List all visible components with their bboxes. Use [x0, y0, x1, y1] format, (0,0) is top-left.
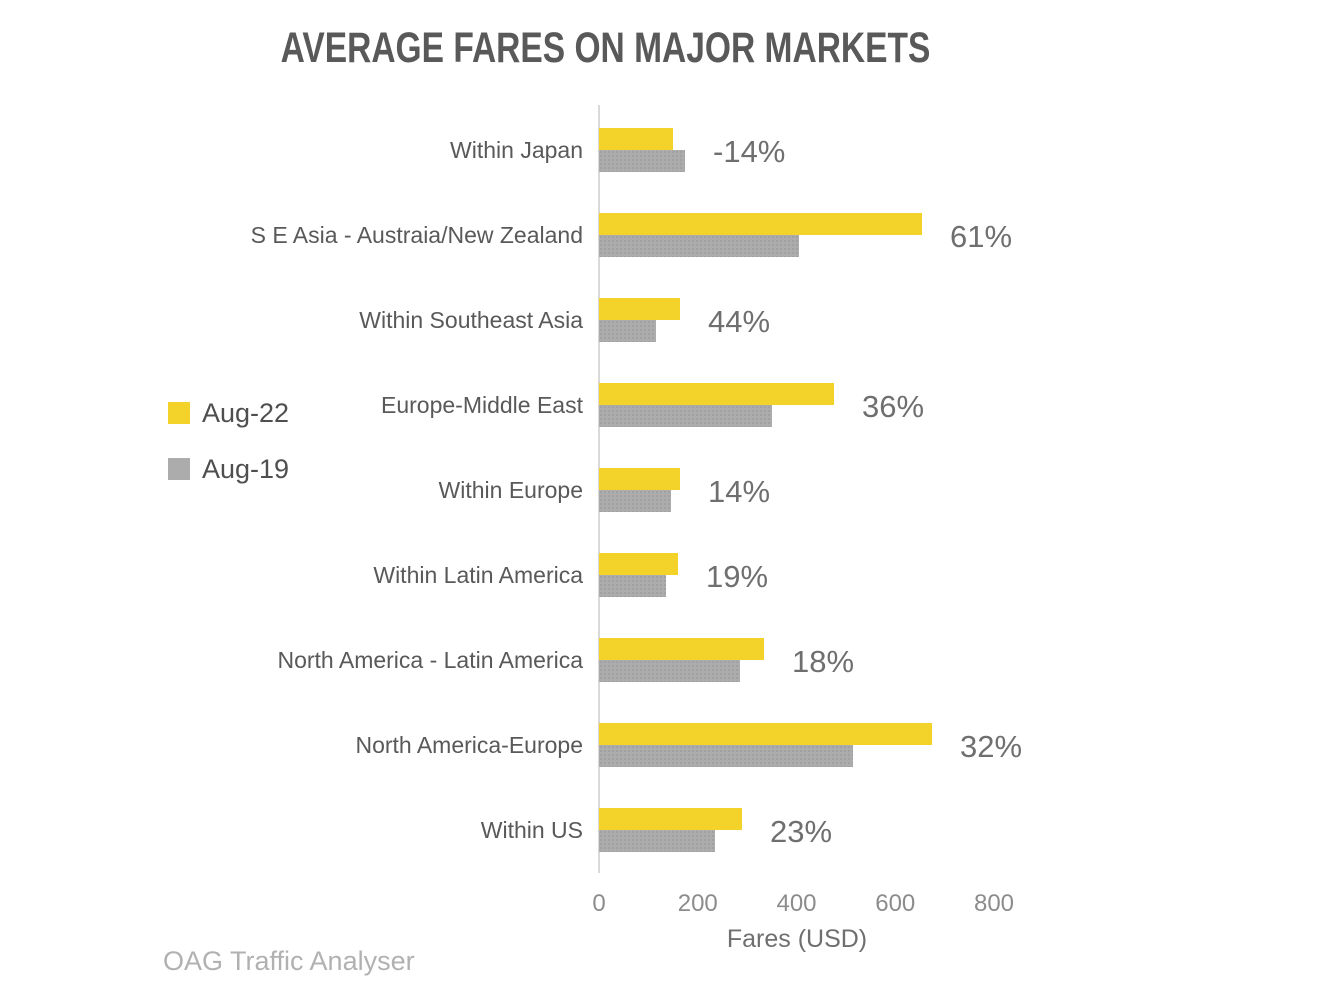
category-label-within-southeast-asia: Within Southeast Asia — [359, 307, 583, 333]
bar-aug19-within-southeast-asia — [599, 320, 656, 342]
category-label-within-japan: Within Japan — [450, 137, 583, 163]
x-axis-title: Fares (USD) — [726, 925, 868, 953]
bar-aug22-within-europe — [599, 468, 680, 490]
bar-aug22-within-latin-america — [599, 553, 678, 575]
category-label-europe-middle-east: Europe-Middle East — [381, 392, 583, 418]
x-tick-200: 200 — [677, 890, 718, 917]
bar-aug19-north-america-europe — [599, 745, 853, 767]
x-tick-0: 0 — [592, 890, 606, 917]
category-label-within-europe: Within Europe — [438, 477, 583, 503]
x-tick-400: 400 — [776, 890, 817, 917]
bar-aug19-within-latin-america — [599, 575, 666, 597]
category-label-north-america-latin-america: North America - Latin America — [277, 647, 583, 673]
bar-aug19-s-e-asia-austraia-new-zealand — [599, 235, 799, 257]
x-tick-800: 800 — [973, 890, 1015, 917]
pct-change-label-within-latin-america: 19% — [706, 559, 769, 594]
category-label-within-latin-america: Within Latin America — [373, 562, 583, 588]
bar-aug19-within-europe — [599, 490, 671, 512]
x-tick-600: 600 — [875, 890, 916, 917]
pct-change-label-within-japan: -14% — [713, 134, 786, 169]
bar-aug22-within-us — [599, 808, 742, 830]
legend-swatch-aug19-icon — [168, 458, 190, 480]
bar-aug22-europe-middle-east — [599, 383, 834, 405]
bar-aug19-north-america-latin-america — [599, 660, 740, 682]
bar-aug22-within-southeast-asia — [599, 298, 680, 320]
bar-aug19-europe-middle-east — [599, 405, 772, 427]
legend-item-aug22: Aug-22 — [168, 397, 290, 428]
pct-change-label-s-e-asia-austraia-new-zealand: 61% — [950, 219, 1013, 254]
category-label-north-america-europe: North America-Europe — [355, 732, 583, 758]
pct-change-label-within-europe: 14% — [708, 474, 771, 509]
pct-change-label-within-southeast-asia: 44% — [708, 304, 771, 339]
pct-change-label-within-us: 23% — [770, 814, 833, 849]
category-label-s-e-asia-austraia-new-zealand: S E Asia - Austraia/New Zealand — [250, 222, 583, 248]
source-note: OAG Traffic Analyser — [163, 946, 415, 976]
bar-aug22-north-america-europe — [599, 723, 932, 745]
legend-label-aug22: Aug-22 — [202, 397, 290, 428]
bar-aug22-within-japan — [599, 128, 673, 150]
category-label-within-us: Within US — [480, 817, 583, 843]
bar-aug22-s-e-asia-austraia-new-zealand — [599, 213, 922, 235]
bar-aug22-north-america-latin-america — [599, 638, 764, 660]
pct-change-label-north-america-europe: 32% — [960, 729, 1023, 764]
legend-label-aug19: Aug-19 — [202, 453, 290, 484]
pct-change-label-europe-middle-east: 36% — [862, 389, 925, 424]
bar-aug19-within-japan — [599, 150, 685, 172]
legend-item-aug19: Aug-19 — [168, 453, 290, 484]
pct-change-label-north-america-latin-america: 18% — [792, 644, 855, 679]
legend-swatch-aug22-icon — [168, 402, 190, 424]
bar-aug19-within-us — [599, 830, 715, 852]
chart-title: AVERAGE FARES ON MAJOR MARKETS — [0, 24, 1210, 73]
chart-title-text: AVERAGE FARES ON MAJOR MARKETS — [280, 24, 930, 72]
